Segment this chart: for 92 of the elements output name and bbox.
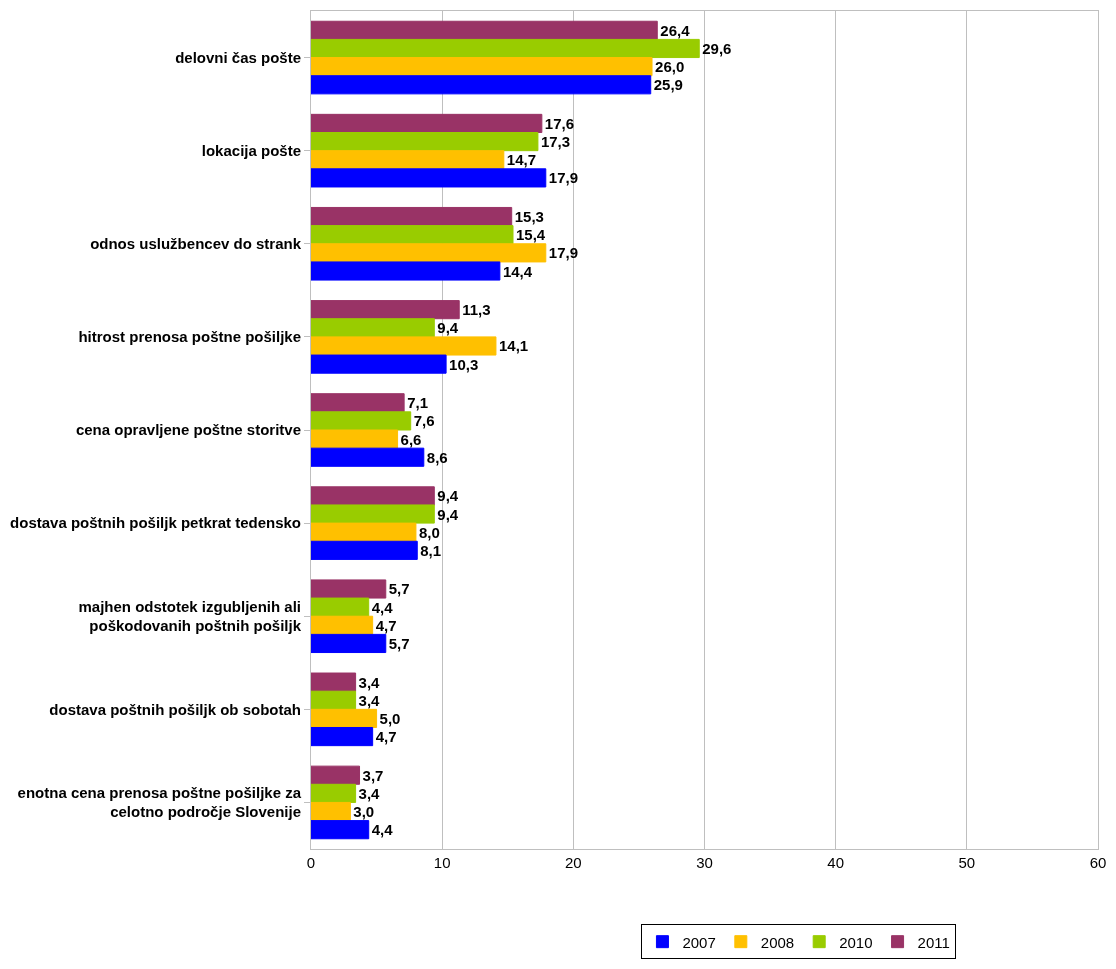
bar [311,429,399,449]
bar [311,726,374,747]
x-tick-label: 10 [433,854,451,871]
y-tick-label: enotna cena prenosa poštne pošiljke za celotno področje Slovenije [17,783,302,821]
data-label: 15,4 [516,226,546,244]
y-tick-label: lokacija pošte [201,141,301,159]
bar [311,447,425,467]
data-label: 3,4 [358,784,381,802]
legend-label: 2011 [917,933,950,951]
bar [311,38,700,59]
y-tick-label: dostava poštnih pošiljk petkrat tedensko [10,514,301,532]
data-label: 9,4 [437,487,459,505]
bar [311,150,505,170]
x-tick-label: 40 [827,854,845,871]
data-label: 17,9 [548,169,578,187]
data-label: 3,7 [362,766,384,784]
y-tick-label: hitrost prenosa poštne pošiljke [78,328,301,346]
bar [311,820,370,840]
data-label: 10,3 [449,355,479,373]
bar [311,486,435,506]
data-label: 3,4 [358,673,381,691]
data-label: 9,4 [437,505,459,523]
data-label: 8,1 [420,541,442,559]
bar [311,206,513,227]
bar [311,336,497,356]
data-label: 7,1 [407,394,428,412]
bar [311,132,539,152]
data-label: 5,7 [388,580,410,598]
bar [311,75,652,95]
y-tick-label: odnos uslužbencev do strank [90,235,302,253]
data-label: 14,7 [506,151,537,169]
bar [311,708,378,728]
y-tick-label: dostava poštnih pošiljk ob sobotah [49,700,301,718]
data-label: 14,1 [498,337,529,355]
data-label: 17,9 [548,244,578,262]
bar [311,633,387,654]
bar [311,672,357,692]
data-label: 3,4 [358,691,381,709]
data-label: 15,3 [514,208,544,226]
data-label: 3,0 [353,803,375,821]
bar [311,57,653,77]
data-label: 7,6 [413,412,435,430]
bar [311,504,435,524]
bar [311,540,418,560]
bar [311,168,547,188]
data-label: 17,3 [540,133,571,151]
data-label: 4,4 [371,598,394,616]
data-label: 4,7 [375,728,397,746]
data-label: 4,4 [371,821,394,839]
x-tick-label: 20 [564,854,582,871]
legend-label: 2008 [760,933,795,951]
data-label: 4,7 [375,616,397,634]
bar [311,225,514,245]
data-label: 25,9 [653,76,683,94]
data-label: 11,3 [462,301,491,319]
data-label: 8,6 [426,448,448,466]
bar [311,300,460,320]
bar [311,393,405,413]
data-label: 5,0 [379,709,401,727]
bar [311,243,547,263]
data-label: 29,6 [702,39,732,57]
bar [311,597,370,617]
data-label: 17,6 [544,114,575,132]
bar [311,261,501,281]
bar [311,20,658,40]
data-label: 8,0 [418,523,440,541]
data-label: 26,4 [660,21,691,39]
bar [311,579,387,599]
data-label: 6,6 [400,430,422,448]
bar [311,690,357,710]
bar [311,354,447,374]
data-label: 9,4 [437,319,459,337]
x-tick-label: 50 [958,854,976,871]
legend-label: 2007 [682,933,716,951]
bar [311,801,351,822]
bar [311,411,412,431]
data-label: 26,0 [655,58,685,76]
data-label: 14,4 [502,262,533,280]
x-tick-label: 30 [696,854,713,871]
data-label: 5,7 [388,634,410,652]
y-tick-label: delovni čas pošte [175,48,301,66]
x-tick-label: 0 [306,854,316,871]
bar [311,615,374,635]
y-tick-label: cena opravljene poštne storitve [75,421,301,439]
bar [311,318,435,338]
bar [311,113,543,134]
bar [311,522,417,542]
bar [311,783,357,803]
legend-label: 2010 [839,933,873,951]
bar [311,765,361,785]
x-tick-label: 60 [1089,854,1107,871]
y-tick-label: majhen odstotek izgubljenih ali poškodovanih poštnih pošiljk [78,597,302,635]
